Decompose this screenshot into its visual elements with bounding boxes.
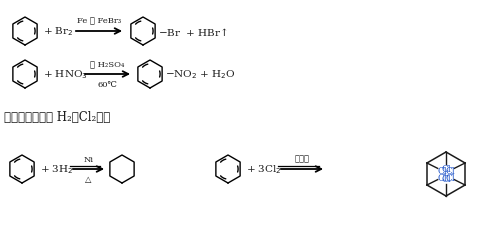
Text: + 3Cl$_2$: + 3Cl$_2$ [246,163,282,176]
Text: + HNO$_3$: + HNO$_3$ [43,68,88,81]
Text: 浓 H₂SO₄: 浓 H₂SO₄ [90,61,125,69]
Text: Cl: Cl [437,173,447,182]
Text: 紫外线: 紫外线 [295,154,309,162]
Text: + Br$_2$: + Br$_2$ [43,25,74,38]
Text: Cl: Cl [441,175,451,184]
Text: Cl: Cl [441,165,451,174]
Text: Ni: Ni [83,155,93,163]
Text: Fe 或 FeBr₃: Fe 或 FeBr₃ [77,17,121,25]
Text: $-$NO$_2$ + H$_2$O: $-$NO$_2$ + H$_2$O [165,68,236,81]
Text: + 3H$_2$: + 3H$_2$ [40,163,73,176]
Text: Cl: Cl [445,173,455,182]
Text: Cl: Cl [437,166,447,175]
Text: ②加成反应（与 H₂、Cl₂等）: ②加成反应（与 H₂、Cl₂等） [4,111,110,124]
Text: $-$Br  + HBr↑: $-$Br + HBr↑ [158,26,228,38]
Text: 60℃: 60℃ [98,81,117,89]
Text: △: △ [85,175,92,183]
Text: Cl: Cl [445,166,455,175]
